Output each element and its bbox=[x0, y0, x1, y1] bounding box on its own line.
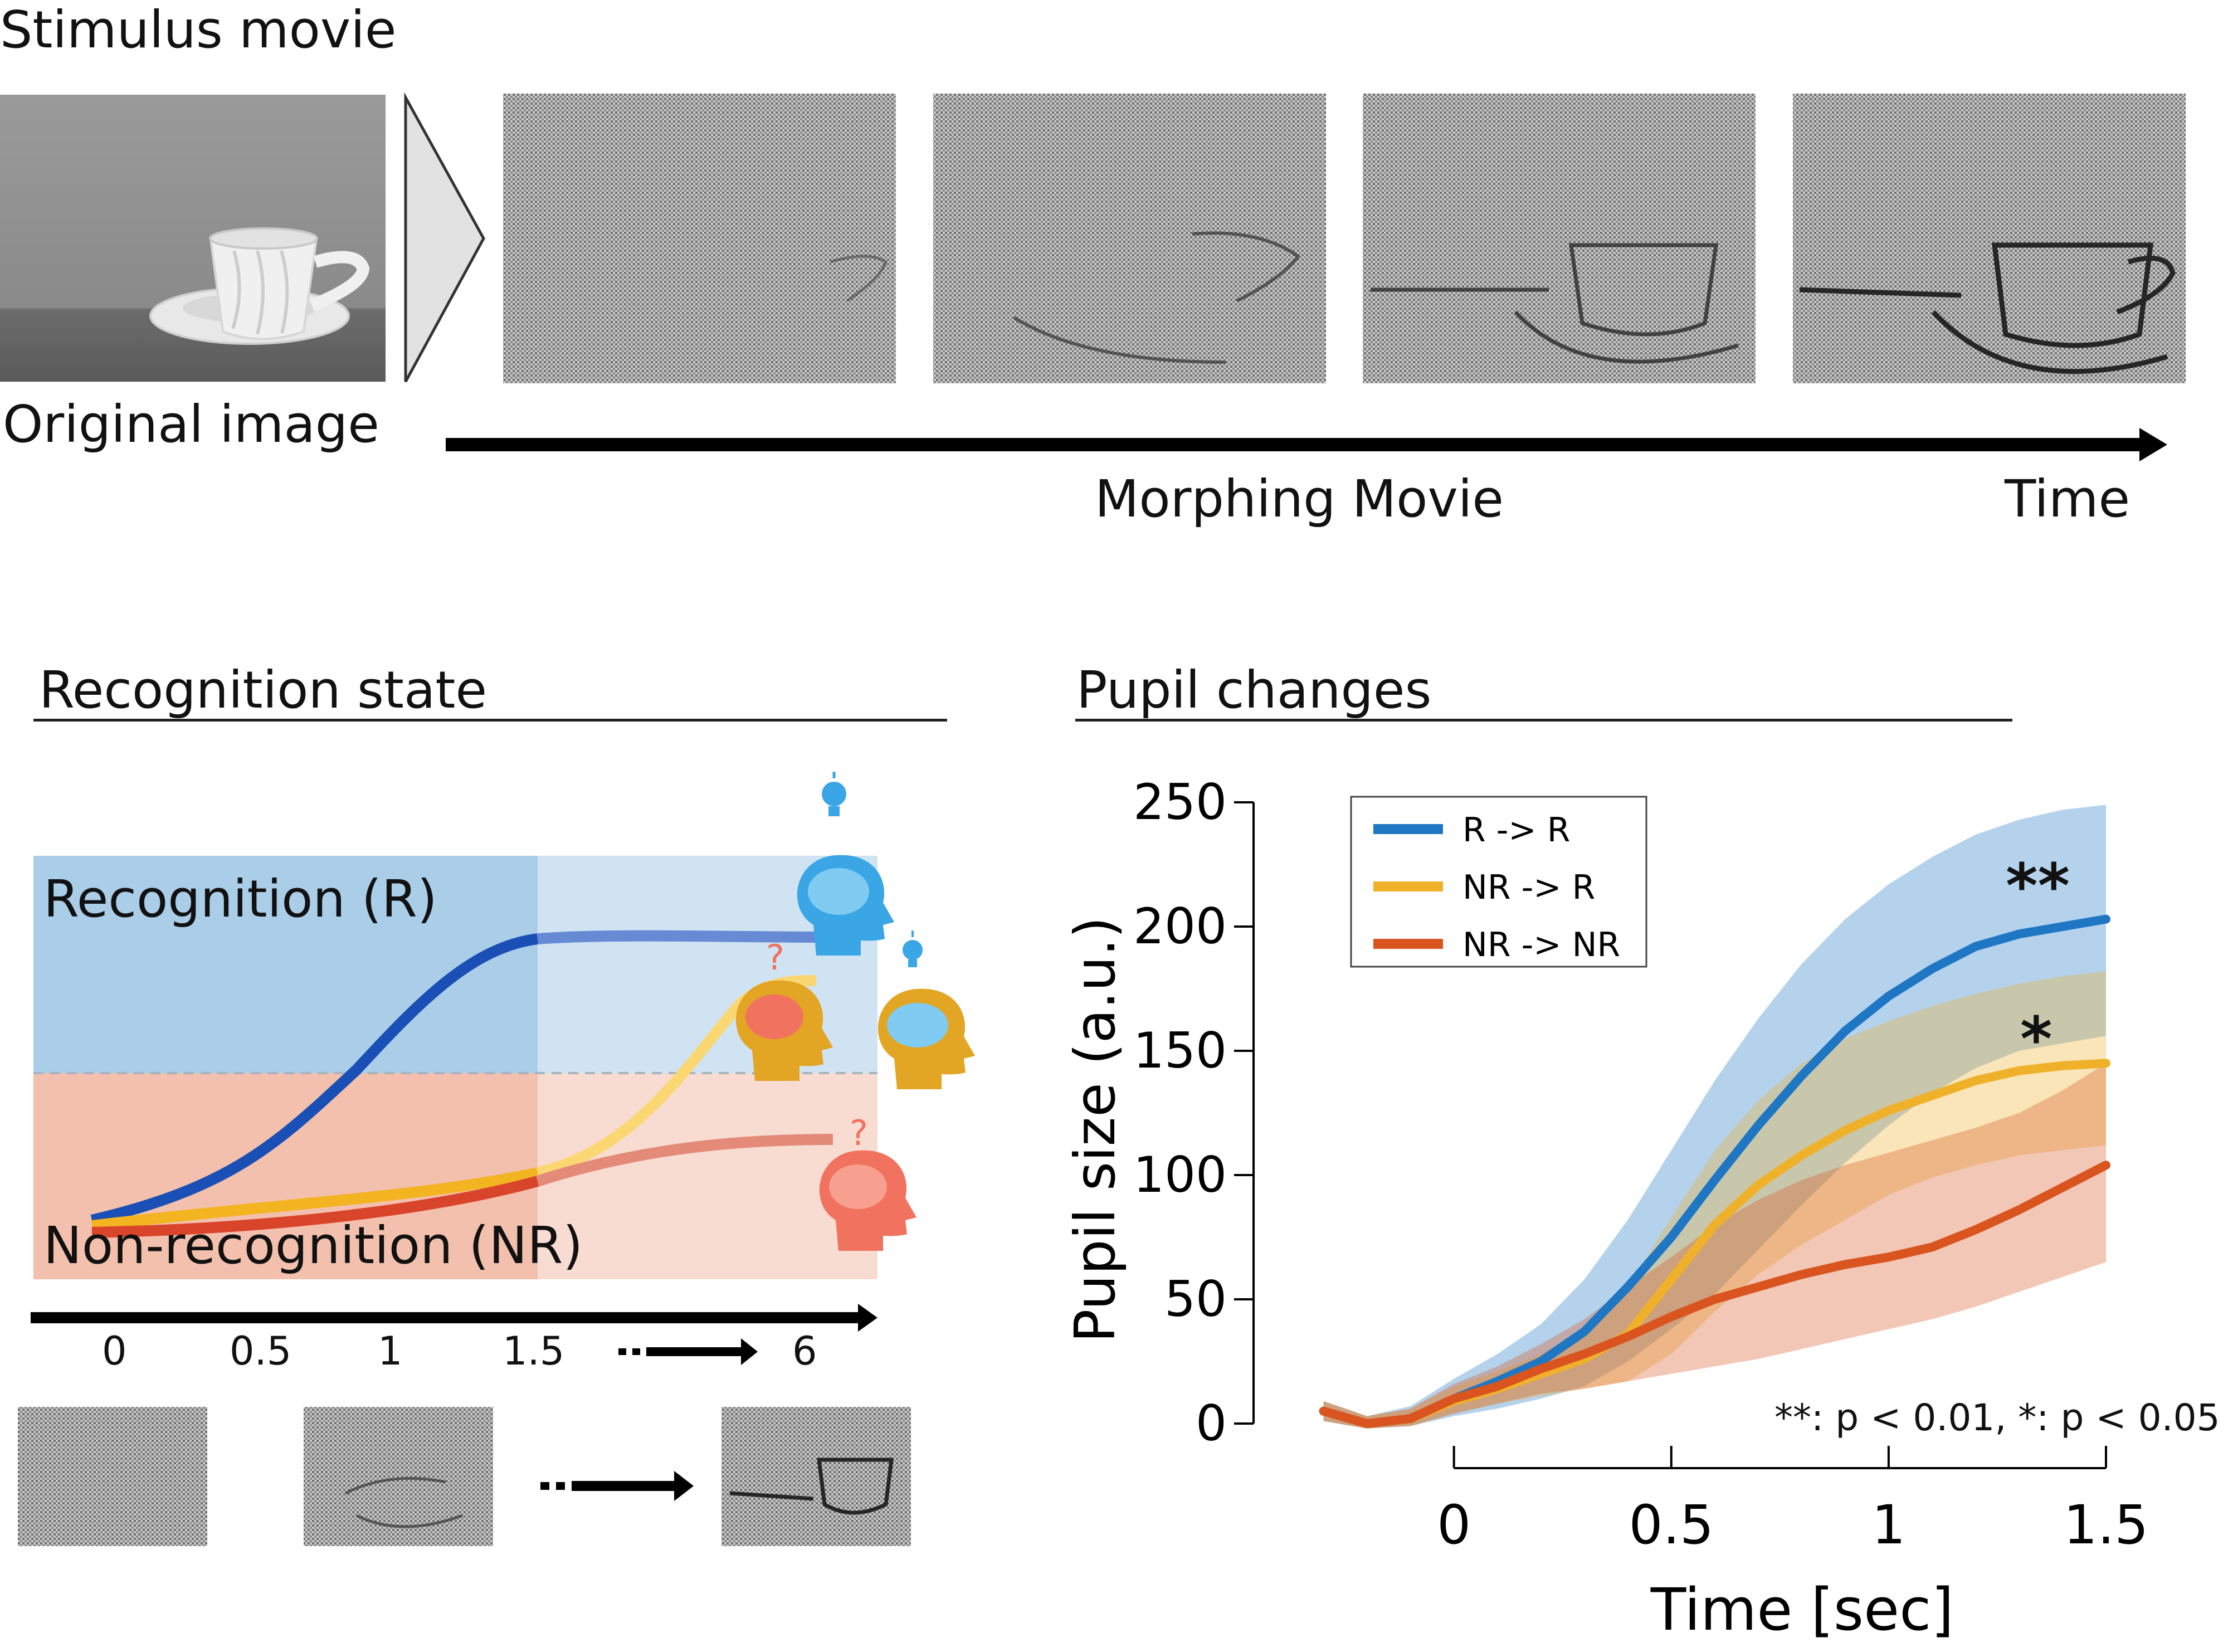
y-tick-label: 0 bbox=[1196, 1395, 1227, 1452]
frames-skip-arrow bbox=[540, 1471, 694, 1501]
y-axis-label: Pupil size (a.u.) bbox=[1062, 917, 1128, 1343]
nr-to-r-curve bbox=[91, 1167, 539, 1231]
recognition-tick-6: 6 bbox=[792, 1328, 817, 1374]
significance-star-nrr: * bbox=[2020, 1003, 2053, 1075]
morphing-movie-label: Morphing Movie bbox=[1095, 469, 1504, 529]
recognition-underline bbox=[33, 719, 947, 722]
r-curve bbox=[90, 933, 539, 1226]
morph-frame-3 bbox=[1363, 94, 1756, 383]
head-brain-icon bbox=[797, 855, 894, 956]
nr-curve bbox=[91, 1176, 539, 1238]
x-tick-label: 1 bbox=[1871, 1494, 1905, 1556]
head-brain-icon bbox=[735, 980, 833, 1081]
lightbulb-icon bbox=[903, 930, 923, 967]
significance-note: **: p < 0.01, *: p < 0.05 bbox=[1774, 1396, 2220, 1439]
transition-triangle bbox=[404, 92, 485, 383]
r-curve-faded bbox=[537, 930, 828, 944]
nr-region bbox=[33, 1073, 877, 1279]
recognition-tick-1.5: 1.5 bbox=[503, 1328, 565, 1374]
significance-stars-rr: ** bbox=[2006, 850, 2070, 922]
question-mark-icon: ? bbox=[850, 1113, 868, 1153]
legend-label-1: R -> R bbox=[1462, 811, 1570, 850]
x-axis-label: Time [sec] bbox=[1650, 1576, 1954, 1644]
recognition-tick-0.5: 0.5 bbox=[230, 1328, 292, 1374]
x-tick-label: 0 bbox=[1437, 1494, 1471, 1556]
ci-band-1 bbox=[1323, 805, 2106, 1429]
nr-curve-faded bbox=[535, 1134, 833, 1187]
morph-frame-2 bbox=[933, 94, 1326, 383]
head-brain-icon bbox=[877, 988, 975, 1089]
pupil-chart: 0 50 100 150 200 250 0 0.5 1 1.5 Time [sec] Pupil s… bbox=[1062, 773, 2149, 1644]
legend-label-2: NR -> R bbox=[1462, 868, 1595, 907]
recognition-r-label: Recognition (R) bbox=[43, 869, 437, 929]
recognition-time-arrow bbox=[31, 1312, 864, 1323]
series-line-3 bbox=[1319, 1161, 2110, 1428]
recognition-tick-0: 0 bbox=[102, 1328, 127, 1374]
pupil-title: Pupil changes bbox=[1076, 660, 1432, 720]
y-tick-label: 200 bbox=[1133, 898, 1227, 955]
recognition-nr-label: Non-recognition (NR) bbox=[43, 1216, 583, 1275]
head-brain-icon bbox=[819, 1150, 916, 1251]
x-tick-label: 0.5 bbox=[1629, 1494, 1714, 1556]
recognition-diagram: ? ? bbox=[18, 719, 975, 1546]
pupil-underline bbox=[1075, 719, 2012, 722]
stimulus-graphics bbox=[0, 92, 2186, 461]
y-tick-label: 100 bbox=[1133, 1146, 1227, 1203]
skip-arrow bbox=[618, 1338, 758, 1365]
recognition-time-arrow-head bbox=[858, 1304, 877, 1332]
small-frame-2-contour bbox=[344, 1476, 463, 1528]
original-image-label: Original image bbox=[3, 394, 379, 454]
r-region bbox=[33, 856, 877, 1073]
small-frame-1 bbox=[18, 1407, 207, 1546]
original-image bbox=[0, 95, 386, 382]
morph-frame-1 bbox=[503, 94, 896, 383]
time-label: Time bbox=[2005, 469, 2131, 529]
y-tick-label: 50 bbox=[1164, 1270, 1227, 1328]
y-tick-label: 250 bbox=[1133, 773, 1227, 831]
ci-band-3 bbox=[1323, 1063, 2106, 1429]
legend-label-3: NR -> NR bbox=[1462, 925, 1620, 964]
morph-frame-4 bbox=[1793, 94, 2186, 383]
recognition-tick-1: 1 bbox=[378, 1328, 403, 1374]
small-frame-2 bbox=[304, 1407, 493, 1546]
question-mark-icon: ? bbox=[766, 937, 784, 978]
small-frame-3-contour bbox=[729, 1458, 894, 1515]
lightbulb-icon bbox=[822, 772, 846, 816]
stimulus-title: Stimulus movie bbox=[0, 0, 397, 60]
y-tick-label: 150 bbox=[1133, 1022, 1227, 1079]
time-arrow-head bbox=[2139, 428, 2167, 461]
small-frame-3 bbox=[721, 1407, 911, 1546]
recognition-title: Recognition state bbox=[39, 660, 487, 720]
x-tick-label: 1.5 bbox=[2064, 1494, 2149, 1556]
ci-band-2 bbox=[1323, 971, 2106, 1429]
time-arrow-shaft bbox=[446, 438, 2145, 451]
